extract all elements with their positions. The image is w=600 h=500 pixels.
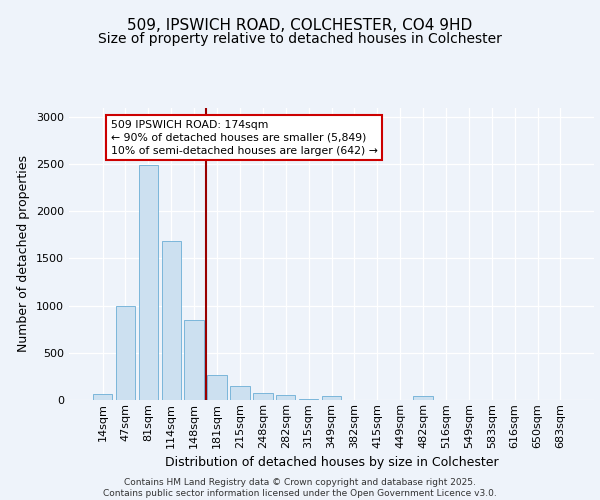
Text: Contains HM Land Registry data © Crown copyright and database right 2025.
Contai: Contains HM Land Registry data © Crown c… [103,478,497,498]
Bar [139,165,158,400]
Bar [276,395,295,400]
Bar [413,396,433,400]
X-axis label: Distribution of detached houses by size in Colchester: Distribution of detached houses by size … [164,456,499,469]
Bar [299,399,319,400]
Bar [253,394,272,400]
Y-axis label: Number of detached properties: Number of detached properties [17,155,31,352]
Bar [322,396,341,400]
Bar [184,320,204,400]
Bar [161,242,181,400]
Text: Size of property relative to detached houses in Colchester: Size of property relative to detached ho… [98,32,502,46]
Text: 509, IPSWICH ROAD, COLCHESTER, CO4 9HD: 509, IPSWICH ROAD, COLCHESTER, CO4 9HD [127,18,473,32]
Bar [116,306,135,400]
Text: 509 IPSWICH ROAD: 174sqm
← 90% of detached houses are smaller (5,849)
10% of sem: 509 IPSWICH ROAD: 174sqm ← 90% of detach… [110,120,377,156]
Bar [208,374,227,400]
Bar [230,386,250,400]
Bar [93,394,112,400]
